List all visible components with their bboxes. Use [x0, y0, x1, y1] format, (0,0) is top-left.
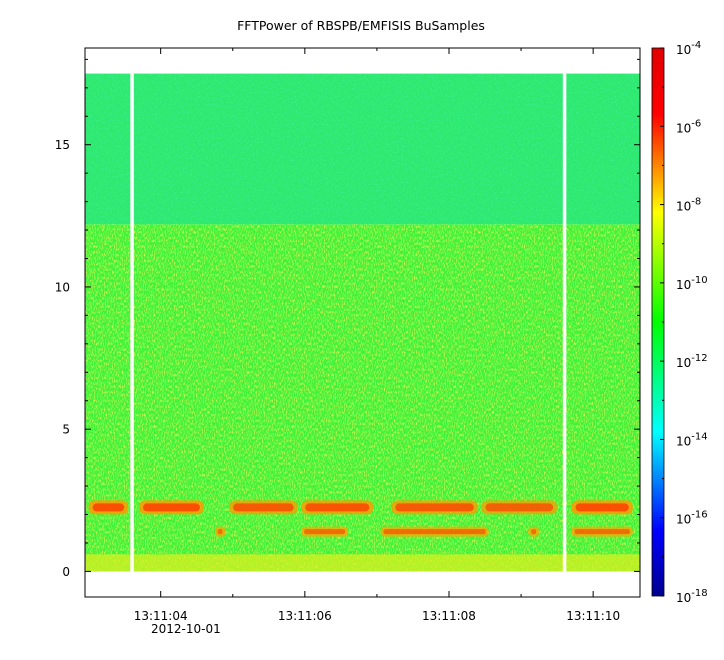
colorbar-tick-label: 10-6 — [676, 118, 701, 135]
emission-band-core-2 — [233, 503, 294, 512]
colorbar-tick-label: 10-8 — [676, 197, 701, 214]
chart-title: FFTPower of RBSPB/EMFISIS BuSamples — [237, 18, 485, 33]
colorbar-tick-label: 10-18 — [676, 588, 708, 605]
upper-band-speckle — [85, 73, 640, 225]
x-tick-label: 13:11:08 — [422, 609, 476, 623]
colorbar-tick-label: 10-14 — [676, 431, 708, 448]
secondary-band-core-2 — [383, 529, 486, 535]
emission-band-core-0 — [92, 503, 125, 512]
y-axis: 0 5 10 15 — [55, 58, 640, 579]
emission-band-core-5 — [485, 503, 554, 512]
plot-frame — [84, 47, 641, 598]
emission-band-core-6 — [575, 503, 629, 512]
colorbar-tick-label: 10-10 — [676, 275, 708, 292]
plot-area — [84, 47, 641, 598]
colorbar-tick-label: 10-4 — [676, 40, 701, 57]
emission-band-core-1 — [143, 503, 200, 512]
y-tick-label: 0 — [62, 565, 70, 579]
secondary-band-core-1 — [304, 529, 346, 535]
y-tick-label: 15 — [55, 138, 70, 152]
y-tick-label: 10 — [55, 280, 70, 294]
data-gap-0 — [130, 73, 134, 572]
colorbar-tick-label: 10-16 — [676, 510, 708, 527]
x-tick-label: 13:11:06 — [278, 609, 332, 623]
secondary-band-core-3 — [531, 529, 537, 535]
secondary-band-core-4 — [574, 529, 630, 535]
x-axis: 13:11:04 13:11:06 13:11:08 13:11:10 — [134, 48, 620, 623]
colorbar-tick-label: 10-12 — [676, 353, 708, 370]
x-axis-date-label: 2012-10-01 — [151, 622, 221, 636]
x-tick-label: 13:11:10 — [566, 609, 620, 623]
x-tick-label: 13:11:04 — [134, 609, 188, 623]
y-tick-label: 5 — [62, 423, 70, 437]
emission-band-core-4 — [395, 503, 474, 512]
low-frequency-rise — [85, 554, 640, 572]
secondary-band-core-0 — [217, 529, 223, 535]
background-speckle — [85, 224, 640, 572]
colorbar: 10-4 10-6 10-8 10-10 10-12 10-14 10-16 10-18 — [651, 40, 708, 605]
data-gap-1 — [562, 73, 567, 572]
emission-band-core-3 — [305, 503, 370, 512]
